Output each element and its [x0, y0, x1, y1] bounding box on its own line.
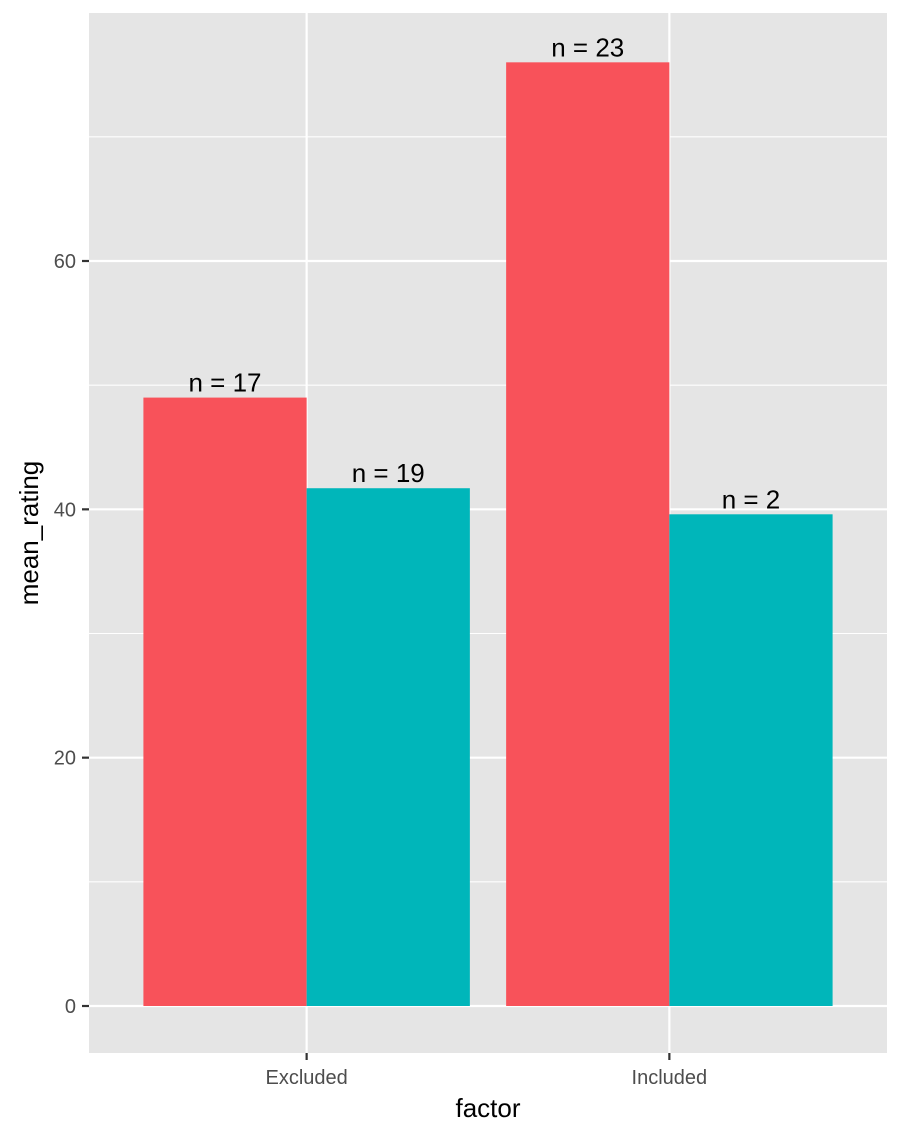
bar-label: n = 23	[551, 32, 624, 62]
bar	[669, 514, 833, 1006]
bar	[506, 62, 670, 1007]
bar-label: n = 2	[722, 484, 781, 514]
x-axis: Excluded Included	[265, 1053, 707, 1089]
x-axis-title: factor	[455, 1093, 520, 1123]
y-tick-label: 40	[54, 499, 76, 521]
bar-label: n = 19	[352, 458, 425, 488]
y-tick-label: 20	[54, 748, 76, 770]
y-tick-label: 0	[65, 996, 76, 1018]
bar	[143, 397, 307, 1006]
bar-labels: n = 17 n = 19 n = 23 n = 2	[189, 32, 781, 514]
bar	[306, 488, 470, 1007]
y-axis-title: mean_rating	[14, 461, 44, 606]
bar-label: n = 17	[189, 368, 262, 398]
y-tick-label: 60	[54, 251, 76, 273]
y-axis: 0 20 40 60	[54, 251, 89, 1018]
x-tick-label: Excluded	[265, 1067, 347, 1089]
bars	[143, 62, 833, 1007]
x-tick-label: Included	[632, 1067, 708, 1089]
